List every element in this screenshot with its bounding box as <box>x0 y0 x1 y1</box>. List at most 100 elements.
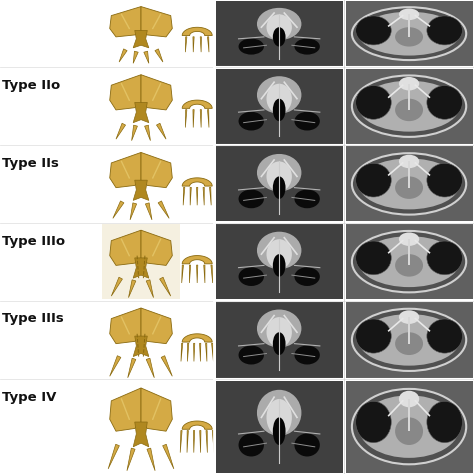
Polygon shape <box>190 265 191 283</box>
Ellipse shape <box>399 232 419 246</box>
Bar <box>216 381 343 473</box>
Bar <box>216 224 343 299</box>
Polygon shape <box>156 123 166 139</box>
Polygon shape <box>182 100 212 109</box>
Bar <box>346 69 473 144</box>
Bar <box>102 381 180 473</box>
Ellipse shape <box>238 112 264 130</box>
Ellipse shape <box>294 346 320 365</box>
Ellipse shape <box>395 27 423 46</box>
Bar <box>216 381 343 473</box>
Ellipse shape <box>356 401 391 443</box>
Polygon shape <box>145 125 150 141</box>
Ellipse shape <box>294 434 320 456</box>
Polygon shape <box>185 37 187 52</box>
Bar <box>216 302 343 378</box>
Bar <box>346 224 473 299</box>
Polygon shape <box>130 203 137 220</box>
Polygon shape <box>182 178 212 186</box>
Ellipse shape <box>273 418 285 445</box>
Polygon shape <box>108 444 119 469</box>
Bar <box>216 146 343 221</box>
Ellipse shape <box>352 153 466 215</box>
Polygon shape <box>210 187 211 205</box>
Polygon shape <box>193 37 194 52</box>
Polygon shape <box>200 109 201 128</box>
Polygon shape <box>160 277 171 296</box>
Bar <box>346 1 473 66</box>
Polygon shape <box>111 277 122 296</box>
Polygon shape <box>206 343 207 362</box>
Ellipse shape <box>257 8 301 40</box>
Ellipse shape <box>294 112 320 130</box>
Ellipse shape <box>257 310 301 347</box>
Polygon shape <box>187 430 188 453</box>
Ellipse shape <box>356 241 391 275</box>
Ellipse shape <box>399 77 419 91</box>
Bar <box>102 69 180 144</box>
Polygon shape <box>132 125 137 141</box>
Ellipse shape <box>358 395 460 458</box>
Polygon shape <box>211 343 213 362</box>
Polygon shape <box>190 187 191 205</box>
Ellipse shape <box>266 317 292 347</box>
Bar <box>102 224 180 299</box>
Polygon shape <box>211 265 213 283</box>
Ellipse shape <box>352 75 466 137</box>
Ellipse shape <box>352 231 466 292</box>
Polygon shape <box>182 421 212 429</box>
Ellipse shape <box>356 16 391 45</box>
Bar <box>346 69 473 144</box>
Bar <box>346 381 473 473</box>
Ellipse shape <box>395 254 423 277</box>
Polygon shape <box>182 334 212 342</box>
Ellipse shape <box>427 16 463 45</box>
Polygon shape <box>146 203 152 220</box>
Bar <box>216 1 343 66</box>
Ellipse shape <box>399 391 419 407</box>
Bar <box>408 162 410 188</box>
Polygon shape <box>183 187 185 205</box>
Bar <box>408 399 410 431</box>
Bar <box>216 224 343 299</box>
Polygon shape <box>141 308 173 344</box>
Bar <box>346 146 473 221</box>
Ellipse shape <box>427 319 463 353</box>
Polygon shape <box>133 336 149 356</box>
Ellipse shape <box>266 84 292 114</box>
Polygon shape <box>193 430 195 453</box>
Polygon shape <box>119 49 127 62</box>
Bar <box>346 381 473 473</box>
Bar <box>102 1 180 66</box>
Polygon shape <box>109 308 141 344</box>
Bar <box>408 84 410 110</box>
Polygon shape <box>133 258 149 278</box>
Bar <box>102 302 180 378</box>
Text: Type IIo: Type IIo <box>2 79 61 92</box>
Ellipse shape <box>427 241 463 275</box>
Ellipse shape <box>294 190 320 208</box>
Ellipse shape <box>266 239 292 269</box>
Text: Type IV: Type IV <box>2 391 57 404</box>
Polygon shape <box>200 37 201 52</box>
Ellipse shape <box>358 81 460 132</box>
Ellipse shape <box>427 401 463 443</box>
Ellipse shape <box>257 390 301 436</box>
Bar <box>216 1 343 66</box>
Bar <box>408 14 410 37</box>
Ellipse shape <box>257 76 301 114</box>
Polygon shape <box>113 201 124 219</box>
Ellipse shape <box>266 162 292 191</box>
Bar <box>408 317 410 344</box>
Polygon shape <box>109 7 141 37</box>
Ellipse shape <box>238 267 264 286</box>
Polygon shape <box>208 109 209 128</box>
Ellipse shape <box>238 190 264 208</box>
Polygon shape <box>141 388 173 431</box>
Polygon shape <box>141 230 173 265</box>
Polygon shape <box>133 30 149 48</box>
Ellipse shape <box>395 418 423 445</box>
Ellipse shape <box>266 399 292 436</box>
Ellipse shape <box>399 9 419 20</box>
Polygon shape <box>147 448 155 471</box>
